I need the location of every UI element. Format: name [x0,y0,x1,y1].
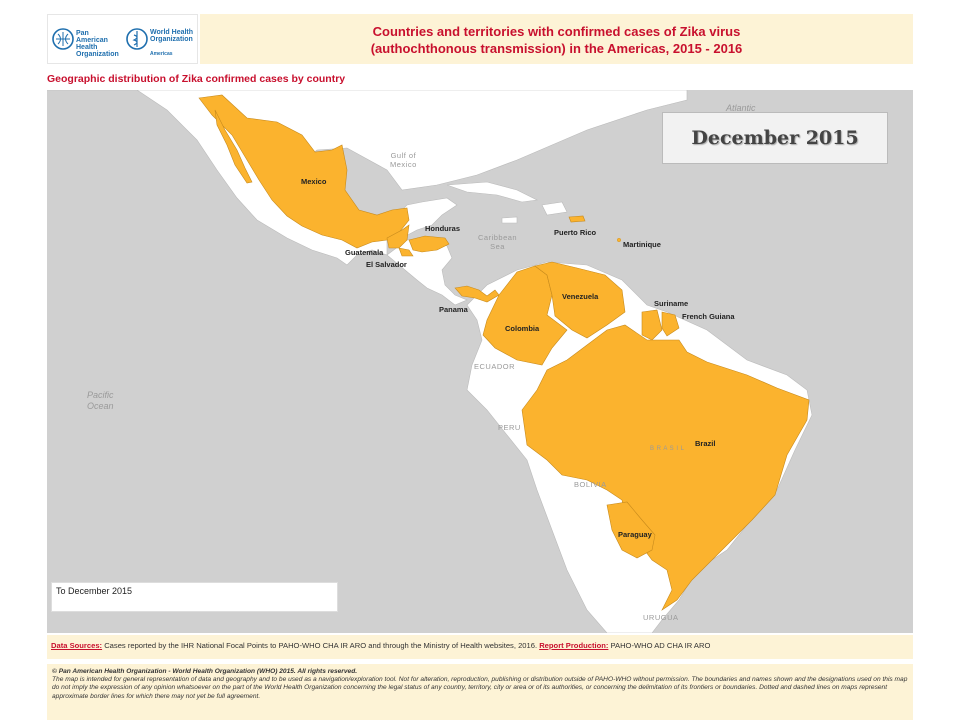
copyright-text: © Pan American Health Organization - Wor… [52,668,358,675]
pacific-label: Pacific Ocean [87,390,114,411]
hispaniola [541,201,568,216]
logo-area: Pan American Health Organization World H… [47,14,198,64]
who-name: World Health Organization [150,29,194,43]
martinique-shape[interactable] [617,237,622,242]
north-america-land [47,90,688,266]
atlantic-label: Atlantic [726,103,756,113]
gulf-label: Gulf of Mexico [390,151,417,169]
country-label-guatemala: Guatemala [345,248,384,257]
paho-logo-icon [52,28,74,50]
title-line-2: (authochthonous transmission) in the Ame… [370,41,743,56]
header: Pan American Health Organization World H… [47,14,913,64]
paraguay-shape[interactable] [606,501,656,559]
country-label-honduras: Honduras [425,224,461,233]
date-banner: December 2015 [662,112,888,164]
caribbean-label: Caribbean Sea [478,233,518,251]
title-line-1: Countries and territories with confirmed… [372,24,741,39]
el-salvador-shape[interactable] [398,247,414,257]
country-label-french-guiana: French Guiana [682,312,735,321]
ecuador-label: ECUADOR [474,362,516,371]
suriname-shape[interactable] [641,309,663,341]
country-label-venezuela: Venezuela [562,292,599,301]
who-region: Americas [150,51,173,57]
disclaimer-text: The map is intended for general represen… [52,676,908,700]
venezuela-shape[interactable] [534,261,626,339]
country-label-brazil: Brazil [695,439,716,448]
report-label: Report Production: [539,641,609,650]
bolivia-label: BOLIVIA [574,480,607,489]
map-view[interactable] [47,90,913,633]
country-label-colombia: Colombia [505,324,540,333]
baja-shape[interactable] [214,109,253,184]
map-svg [47,90,913,633]
country-label-panama: Panama [439,305,468,314]
honduras-shape[interactable] [408,235,450,253]
country-label-mexico: Mexico [301,177,327,186]
uruguay-label: URUGUA [643,613,679,622]
legend-box: To December 2015 [51,582,338,612]
jamaica [501,216,518,224]
title-banner: Countries and territories with confirmed… [200,14,913,64]
peru-label: PERU [498,423,521,432]
country-label-paraguay: Paraguay [618,530,652,539]
brazil-shape[interactable] [521,324,810,611]
french-guiana-shape[interactable] [661,311,680,337]
guatemala-shape[interactable] [386,224,410,249]
country-label-puerto-rico: Puerto Rico [554,228,597,237]
sources-text: Cases reported by the IHR National Focal… [102,641,540,650]
who-logo-icon [126,28,148,50]
sources-label: Data Sources: [51,641,103,650]
paho-name: Pan American Health Organization [76,30,119,58]
panama-shape[interactable] [454,285,500,303]
cuba [446,181,539,203]
brasil-label: B R A S I L [650,446,685,452]
footer-disclaimer: © Pan American Health Organization - Wor… [47,664,913,720]
data-sources: Data Sources: Cases reported by the IHR … [47,635,913,659]
country-label-martinique: Martinique [623,240,661,249]
report-text: PAHO-WHO AD CHA IR ARO [608,641,711,650]
puerto-rico-shape[interactable] [568,215,586,223]
map-subheading: Geographic distribution of Zika confirme… [47,73,346,85]
country-label-suriname: Suriname [654,299,689,308]
mexico-shape[interactable] [198,94,410,249]
country-label-el-salvador: El Salvador [366,260,407,269]
